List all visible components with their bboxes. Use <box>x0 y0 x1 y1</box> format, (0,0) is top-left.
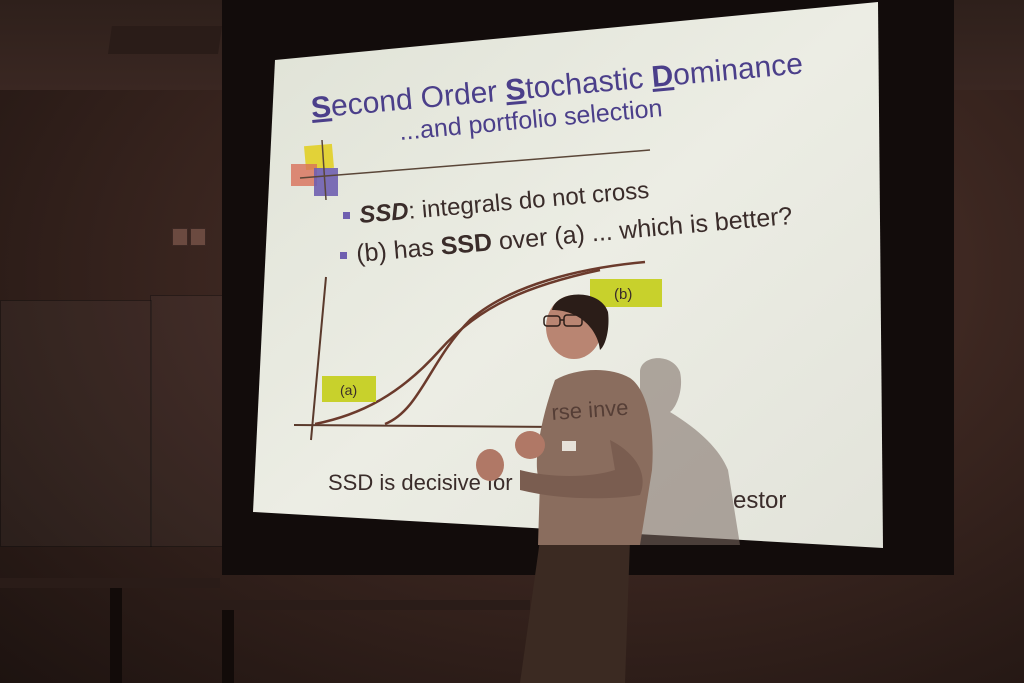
presenter-shadow <box>640 358 740 545</box>
label-b-box <box>590 279 662 307</box>
presenter-glasses <box>543 314 583 327</box>
presenter-arm <box>520 440 643 499</box>
plot-x-axis <box>293 424 561 428</box>
presenter-hair <box>552 294 609 350</box>
title-letter-s1: S <box>310 90 333 125</box>
table-left-leg <box>110 588 122 683</box>
presenter-hand-left <box>476 449 504 481</box>
decor-rule <box>299 149 651 179</box>
bullet-marker-2 <box>340 252 347 259</box>
bullet-2-bold: SSD <box>440 228 494 260</box>
wall-outlet <box>172 228 188 246</box>
bullet-1-bold: SSD <box>358 198 410 229</box>
label-a-box <box>322 376 376 402</box>
shirt-projected-text: rse inve <box>551 395 630 425</box>
presenter-hand-right <box>515 431 545 459</box>
plot-y-axis <box>310 276 327 441</box>
label-a-text: (a) <box>340 382 357 398</box>
decor-red-square <box>291 164 317 186</box>
wall-panel-left <box>0 300 152 547</box>
table-middle <box>160 600 530 610</box>
wall-switch <box>190 228 206 246</box>
decor-yellow-square <box>304 143 334 171</box>
bullet-marker-1 <box>343 212 350 219</box>
title-letter-d: D <box>650 59 675 94</box>
presenter-legs <box>520 540 630 683</box>
presenter-badge <box>562 441 576 451</box>
presenter: rse inve <box>476 294 653 683</box>
table-middle-leg <box>222 610 234 683</box>
table-left <box>0 578 220 588</box>
title-letter-s2: S <box>504 73 527 108</box>
label-b-text: (b) <box>614 286 632 303</box>
footer-right-text: estor <box>733 487 786 514</box>
curve-a <box>314 268 601 426</box>
curve-b <box>384 260 646 426</box>
decor-vertical-rule <box>321 139 327 201</box>
presenter-shirt <box>536 369 653 545</box>
